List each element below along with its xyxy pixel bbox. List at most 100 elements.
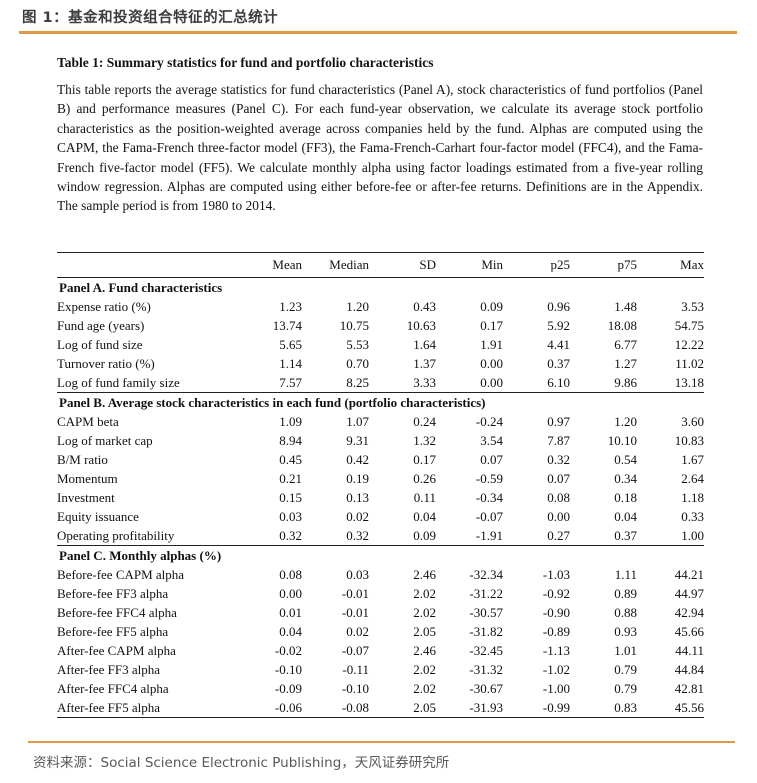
table-heading: Table 1: Summary statistics for fund and… — [57, 55, 434, 70]
table-row: Before-fee CAPM alpha 0.08 0.03 2.46 -32.34 -… — [57, 565, 704, 584]
cell-min: 3.54 — [480, 433, 503, 448]
cell-min: -0.07 — [475, 509, 503, 524]
cell-p25: 5.92 — [547, 318, 570, 333]
cell-min: -30.57 — [469, 605, 503, 620]
table-row: Equity issuance 0.03 0.02 0.04 -0.07 0.00 0.04… — [57, 507, 704, 526]
cell-max: 3.60 — [681, 414, 704, 429]
cell-min: 0.17 — [480, 318, 503, 333]
cell-median: -0.01 — [341, 586, 369, 601]
cell-sd: 0.17 — [413, 452, 436, 467]
cell-median: 0.02 — [346, 624, 369, 639]
row-label: After-fee CAPM alpha — [57, 643, 176, 658]
cell-max: 45.56 — [674, 700, 704, 715]
cell-sd: 0.09 — [413, 528, 436, 543]
cell-p75: 10.10 — [607, 433, 637, 448]
source-note: 资料来源：Social Science Electronic Publishin… — [33, 751, 449, 771]
table-row: B/M ratio 0.45 0.42 0.17 0.07 0.32 0.54 1.67 — [57, 450, 704, 469]
summary-table-container: Mean Median SD Min p25 p75 Max Panel A. Fund c… — [57, 252, 704, 718]
row-label: Before-fee FF5 alpha — [57, 624, 169, 639]
cell-sd: 0.24 — [413, 414, 436, 429]
cell-max: 0.33 — [681, 509, 704, 524]
cell-max: 3.53 — [681, 299, 704, 314]
cell-p25: 0.37 — [547, 356, 570, 371]
cell-median: 0.02 — [346, 509, 369, 524]
cell-min: -0.24 — [475, 414, 503, 429]
table-row: Log of fund family size 7.57 8.25 3.33 0.00 6… — [57, 373, 704, 393]
header-cell-min: Min — [481, 257, 503, 272]
figure-title: 图 1：基金和投资组合特征的汇总统计 — [22, 10, 279, 26]
header-cell-median: Median — [329, 257, 369, 272]
header-cell-row-label — [57, 253, 235, 278]
cell-mean: 0.01 — [279, 605, 302, 620]
cell-max: 44.11 — [675, 643, 704, 658]
cell-mean: 1.23 — [279, 299, 302, 314]
cell-p25: -0.89 — [542, 624, 570, 639]
cell-p75: 1.11 — [614, 567, 637, 582]
table-row: Before-fee FFC4 alpha 0.01 -0.01 2.02 -30.57… — [57, 603, 704, 622]
cell-mean: 13.74 — [272, 318, 302, 333]
cell-median: 10.75 — [339, 318, 369, 333]
cell-min: 0.09 — [480, 299, 503, 314]
cell-sd: 1.64 — [413, 337, 436, 352]
cell-min: 0.00 — [480, 356, 503, 371]
cell-median: -0.10 — [341, 681, 369, 696]
table-row: Turnover ratio (%) 1.14 0.70 1.37 0.00 0.37 1.… — [57, 354, 704, 373]
cell-p25: -1.13 — [542, 643, 570, 658]
row-label: Turnover ratio (%) — [57, 356, 155, 371]
cell-p25: 0.08 — [547, 490, 570, 505]
row-label: Equity issuance — [57, 509, 139, 524]
cell-p25: 0.27 — [547, 528, 570, 543]
cell-sd: 0.04 — [413, 509, 436, 524]
cell-min: -31.32 — [469, 662, 503, 677]
cell-median: 9.31 — [346, 433, 369, 448]
cell-p25: -0.99 — [542, 700, 570, 715]
cell-min: -30.67 — [469, 681, 503, 696]
row-label: Operating profitability — [57, 528, 175, 543]
cell-min: -0.34 — [475, 490, 503, 505]
summary-statistics-table: Mean Median SD Min p25 p75 Max Panel A. Fund c… — [57, 252, 704, 718]
cell-median: 0.70 — [346, 356, 369, 371]
cell-p25: 7.87 — [547, 433, 570, 448]
cell-sd: 2.46 — [413, 643, 436, 658]
table-row: Log of market cap 8.94 9.31 1.32 3.54 7.87 10.… — [57, 431, 704, 450]
cell-min: -31.82 — [469, 624, 503, 639]
cell-p75: 0.89 — [614, 586, 637, 601]
cell-median: 0.42 — [346, 452, 369, 467]
cell-p75: 1.01 — [614, 643, 637, 658]
row-label: Log of fund family size — [57, 375, 180, 390]
cell-mean: 0.04 — [279, 624, 302, 639]
cell-median: -0.01 — [341, 605, 369, 620]
row-label: Before-fee FFC4 alpha — [57, 605, 177, 620]
cell-p25: 6.10 — [547, 375, 570, 390]
cell-median: 0.03 — [346, 567, 369, 582]
cell-mean: -0.09 — [274, 681, 302, 696]
cell-p25: -1.00 — [542, 681, 570, 696]
header-cell-max: Max — [680, 257, 704, 272]
cell-max: 1.00 — [681, 528, 704, 543]
cell-median: -0.08 — [341, 700, 369, 715]
cell-mean: 1.14 — [279, 356, 302, 371]
cell-sd: 0.26 — [413, 471, 436, 486]
cell-p75: 1.20 — [614, 414, 637, 429]
row-label: After-fee FF5 alpha — [57, 700, 160, 715]
table-row: After-fee FF3 alpha -0.10 -0.11 2.02 -31.32 -… — [57, 660, 704, 679]
cell-mean: 0.03 — [279, 509, 302, 524]
cell-mean: 0.15 — [279, 490, 302, 505]
table-header-row: Mean Median SD Min p25 p75 Max — [57, 253, 704, 278]
cell-p75: 9.86 — [614, 375, 637, 390]
cell-p75: 0.18 — [614, 490, 637, 505]
cell-median: 0.32 — [346, 528, 369, 543]
cell-sd: 2.02 — [413, 605, 436, 620]
cell-sd: 2.02 — [413, 681, 436, 696]
cell-max: 45.66 — [674, 624, 704, 639]
cell-median: 1.20 — [346, 299, 369, 314]
table-row: Expense ratio (%) 1.23 1.20 0.43 0.09 0.96 1.4… — [57, 297, 704, 316]
cell-p25: -0.90 — [542, 605, 570, 620]
row-label: Momentum — [57, 471, 118, 486]
cell-mean: -0.02 — [274, 643, 302, 658]
table-body: Panel A. Fund characteristics Expense rat… — [57, 277, 704, 718]
cell-p25: -1.02 — [542, 662, 570, 677]
table-header: Mean Median SD Min p25 p75 Max — [57, 253, 704, 278]
cell-sd: 0.11 — [413, 490, 436, 505]
cell-min: 0.00 — [480, 375, 503, 390]
